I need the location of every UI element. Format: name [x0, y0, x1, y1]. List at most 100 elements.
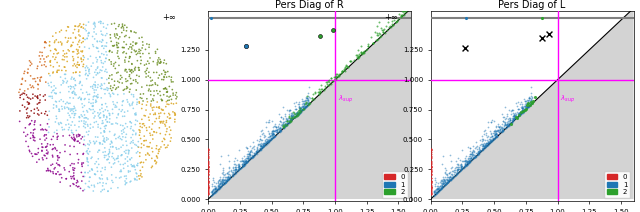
Point — [302, 103, 312, 107]
Point — [493, 129, 504, 132]
Point — [250, 153, 260, 157]
Point — [163, 70, 173, 73]
Point — [287, 114, 298, 118]
Point — [54, 100, 65, 103]
Point — [203, 173, 213, 177]
Point — [484, 142, 494, 145]
Point — [251, 151, 261, 154]
Point — [41, 110, 51, 113]
Point — [131, 31, 141, 34]
Point — [441, 172, 451, 175]
Point — [294, 109, 305, 112]
Point — [473, 153, 483, 156]
Point — [145, 84, 155, 87]
Point — [124, 90, 134, 94]
Point — [214, 187, 225, 190]
Point — [221, 179, 232, 183]
Point — [24, 59, 35, 63]
Point — [154, 56, 164, 60]
Point — [115, 123, 125, 127]
Point — [444, 179, 454, 182]
Point — [117, 132, 127, 135]
Point — [29, 139, 40, 142]
Point — [160, 73, 170, 76]
Point — [132, 98, 142, 101]
Point — [294, 111, 304, 115]
Point — [138, 122, 148, 126]
Point — [170, 112, 180, 115]
Point — [358, 50, 369, 54]
Point — [303, 86, 314, 89]
Point — [83, 117, 93, 121]
Point — [266, 129, 276, 132]
Point — [120, 127, 130, 130]
Point — [131, 42, 141, 45]
Point — [60, 150, 70, 153]
Point — [489, 138, 499, 141]
Point — [457, 159, 467, 162]
Point — [437, 180, 447, 183]
Point — [217, 182, 227, 185]
Point — [465, 153, 475, 156]
Point — [492, 135, 502, 138]
Point — [234, 167, 244, 170]
Point — [38, 146, 48, 149]
Point — [214, 187, 224, 190]
Point — [243, 159, 253, 162]
Point — [497, 112, 507, 116]
Point — [97, 52, 107, 55]
Point — [515, 110, 525, 114]
Point — [203, 179, 213, 183]
Point — [94, 149, 104, 152]
Point — [203, 165, 213, 168]
Point — [275, 125, 285, 128]
Point — [106, 166, 116, 169]
Point — [426, 155, 436, 159]
Point — [526, 102, 536, 106]
Point — [303, 103, 314, 106]
Point — [203, 184, 213, 187]
Point — [68, 71, 79, 74]
Point — [280, 119, 290, 123]
Point — [47, 96, 58, 100]
Point — [117, 81, 127, 85]
Point — [280, 123, 291, 127]
Point — [454, 166, 464, 169]
Point — [92, 58, 102, 61]
Point — [248, 154, 259, 157]
Point — [238, 164, 248, 168]
Point — [245, 150, 255, 153]
Point — [299, 104, 309, 107]
Point — [77, 135, 88, 139]
Point — [45, 59, 56, 62]
Point — [460, 160, 470, 163]
Point — [22, 133, 33, 136]
Point — [78, 36, 88, 40]
Point — [168, 92, 179, 95]
Point — [111, 27, 121, 31]
Point — [461, 155, 472, 158]
Point — [42, 144, 52, 148]
Point — [143, 74, 154, 78]
Point — [255, 142, 266, 145]
Point — [161, 130, 172, 133]
Point — [83, 133, 93, 136]
Point — [436, 184, 447, 187]
Point — [70, 109, 81, 112]
Point — [99, 25, 109, 29]
Point — [120, 122, 131, 125]
Point — [17, 82, 27, 86]
Point — [209, 190, 220, 194]
Point — [231, 170, 241, 174]
Point — [466, 152, 476, 156]
Point — [297, 98, 307, 101]
Point — [251, 149, 261, 153]
Point — [220, 179, 230, 182]
Point — [157, 99, 167, 102]
Point — [456, 167, 467, 171]
Point — [295, 106, 305, 110]
Point — [477, 137, 487, 140]
Point — [463, 162, 473, 165]
Point — [68, 96, 79, 100]
Point — [294, 108, 305, 111]
